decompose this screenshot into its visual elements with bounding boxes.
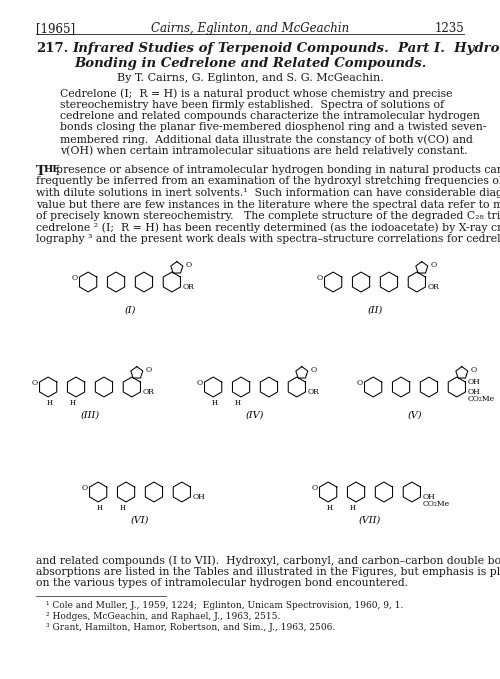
Text: O: O <box>72 274 78 282</box>
Text: H: H <box>234 399 240 407</box>
Text: OR: OR <box>308 388 320 396</box>
Text: O: O <box>312 484 318 492</box>
Text: O: O <box>82 484 87 492</box>
Text: Infrared Studies of Terpenoid Compounds.  Part I.  Hydrogen: Infrared Studies of Terpenoid Compounds.… <box>72 42 500 55</box>
Text: lography ³ and the present work deals with spectra–structure correlations for ce: lography ³ and the present work deals wi… <box>36 234 500 244</box>
Text: (VII): (VII) <box>359 515 381 524</box>
Text: and related compounds (I to VII).  Hydroxyl, carbonyl, and carbon–carbon double : and related compounds (I to VII). Hydrox… <box>36 555 500 566</box>
Text: 217.: 217. <box>36 42 68 55</box>
Text: CO₂Me: CO₂Me <box>422 500 450 508</box>
Text: T: T <box>36 165 46 178</box>
Text: OH: OH <box>192 493 205 501</box>
Text: O: O <box>196 379 202 387</box>
Text: ³ Grant, Hamilton, Hamor, Robertson, and Sim., J., 1963, 2506.: ³ Grant, Hamilton, Hamor, Robertson, and… <box>46 623 335 632</box>
Text: OH: OH <box>468 378 480 386</box>
Text: O: O <box>32 379 38 387</box>
Text: Cedrelone (I;  R = H) is a natural product whose chemistry and precise: Cedrelone (I; R = H) is a natural produc… <box>60 88 452 98</box>
Text: OR: OR <box>142 388 154 396</box>
Text: with dilute solutions in inert solvents.¹  Such information can have considerabl: with dilute solutions in inert solvents.… <box>36 188 500 198</box>
Text: O: O <box>316 274 322 282</box>
Text: H: H <box>120 504 126 513</box>
Text: v(OH) when certain intramolecular situations are held relatively constant.: v(OH) when certain intramolecular situat… <box>60 145 468 156</box>
Text: value but there are few instances in the literature where the spectral data refe: value but there are few instances in the… <box>36 200 500 210</box>
Text: ¹ Cole and Muller, J., 1959, 1224;  Eglinton, Unicam Spectrovision, 1960, 9, 1.: ¹ Cole and Muller, J., 1959, 1224; Eglin… <box>46 601 404 610</box>
Text: presence or absence of intramolecular hydrogen bonding in natural products can: presence or absence of intramolecular hy… <box>56 165 500 175</box>
Text: [1965]: [1965] <box>36 22 75 35</box>
Text: OH: OH <box>468 388 480 396</box>
Text: (I): (I) <box>124 305 136 314</box>
Text: Cairns, Eglinton, and McGeachin: Cairns, Eglinton, and McGeachin <box>151 22 349 35</box>
Text: O: O <box>186 261 192 270</box>
Text: absorptions are listed in the Tables and illustrated in the Figures, but emphasi: absorptions are listed in the Tables and… <box>36 567 500 577</box>
Text: (II): (II) <box>368 305 382 314</box>
Text: OR: OR <box>428 283 440 291</box>
Text: H: H <box>70 399 75 407</box>
Text: bonds closing the planar five-membered diosphenol ring and a twisted seven-: bonds closing the planar five-membered d… <box>60 122 486 132</box>
Text: H: H <box>212 399 218 407</box>
Text: CO₂Me: CO₂Me <box>468 394 494 403</box>
Text: cedrelone ² (I;  R = H) has been recently determined (as the iodoacetate) by X-r: cedrelone ² (I; R = H) has been recently… <box>36 223 500 233</box>
Text: O: O <box>431 261 437 270</box>
Text: O: O <box>356 379 362 387</box>
Text: stereochemistry have been firmly established.  Spectra of solutions of: stereochemistry have been firmly establi… <box>60 100 444 109</box>
Text: O: O <box>146 367 152 374</box>
Text: on the various types of intramolecular hydrogen bond encountered.: on the various types of intramolecular h… <box>36 579 408 589</box>
Text: OR: OR <box>182 283 194 291</box>
Text: cedrelone and related compounds characterize the intramolecular hydrogen: cedrelone and related compounds characte… <box>60 111 480 121</box>
Text: (V): (V) <box>408 410 422 419</box>
Text: (IV): (IV) <box>246 410 264 419</box>
Text: HE: HE <box>44 165 60 174</box>
Text: H: H <box>97 504 103 513</box>
Text: 1235: 1235 <box>434 22 464 35</box>
Text: By T. Cairns, G. Eglinton, and S. G. McGeachin.: By T. Cairns, G. Eglinton, and S. G. McG… <box>116 73 384 83</box>
Text: H: H <box>327 504 333 513</box>
Text: OH: OH <box>422 493 436 501</box>
Text: O: O <box>471 367 477 374</box>
Text: O: O <box>311 367 317 374</box>
Text: H: H <box>350 504 356 513</box>
Text: H: H <box>47 399 53 407</box>
Text: (VI): (VI) <box>131 515 149 524</box>
Text: Bonding in Cedrelone and Related Compounds.: Bonding in Cedrelone and Related Compoun… <box>74 57 426 70</box>
Text: (III): (III) <box>80 410 100 419</box>
Text: frequently be inferred from an examination of the hydroxyl stretching frequencie: frequently be inferred from an examinati… <box>36 177 500 187</box>
Text: of precisely known stereochemistry.   The complete structure of the degraded C₂₈: of precisely known stereochemistry. The … <box>36 211 500 221</box>
Text: ² Hodges, McGeachin, and Raphael, J., 1963, 2515.: ² Hodges, McGeachin, and Raphael, J., 19… <box>46 612 280 621</box>
Text: membered ring.  Additional data illustrate the constancy of both v(CO) and: membered ring. Additional data illustrat… <box>60 134 473 145</box>
